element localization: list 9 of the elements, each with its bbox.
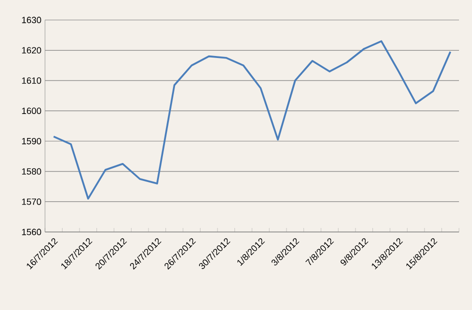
y-tick-label: 1620	[22, 47, 42, 54]
y-tick-label: 1590	[22, 138, 42, 144]
y-tick-label: 1630	[22, 16, 42, 24]
y-tick-label: 1610	[22, 77, 42, 84]
line-series	[52, 40, 452, 200]
y-tick-label: 1570	[22, 198, 42, 205]
y-tick-label: 1600	[22, 108, 42, 114]
y-tick-label: 1580	[22, 168, 42, 175]
y-tick-label: 1560	[22, 228, 42, 236]
